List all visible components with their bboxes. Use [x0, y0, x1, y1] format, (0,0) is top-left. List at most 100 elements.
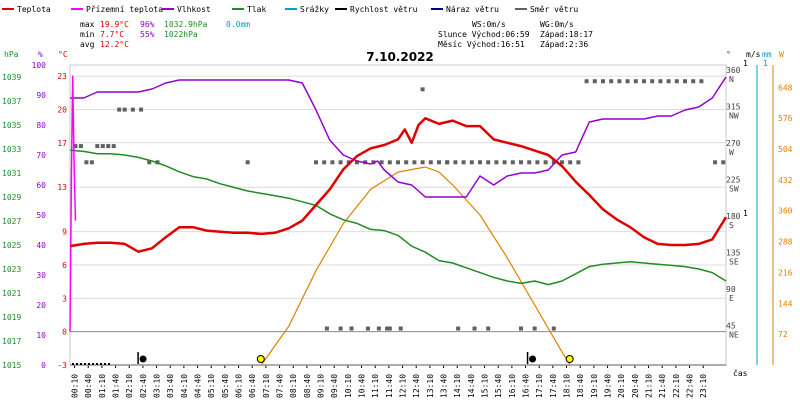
wind-dir-point — [338, 326, 343, 331]
tick-pct-7: 30 — [36, 271, 46, 280]
tick-deg-6: 90 — [726, 285, 736, 294]
xtick-label-17: 08:40 — [303, 374, 312, 398]
stats-block: max 19.9°C 96% 1032.9hPa 0.0mm min 7.7°C… — [80, 20, 593, 49]
tick-wm2-4: 360 — [778, 207, 793, 216]
xtick-label-28: 14:10 — [453, 374, 462, 398]
tick-wm2-8: 72 — [778, 330, 788, 339]
xtick-label-10: 05:10 — [207, 374, 216, 398]
tick-pct-4: 60 — [36, 181, 46, 190]
legend-label-3: Tlak — [247, 5, 266, 14]
stat-sun-set: Západ:18:17 — [540, 30, 593, 39]
wind-dir-point — [633, 79, 638, 84]
chart-title: 7.10.2022 — [366, 50, 434, 64]
tick-compass-0: N — [729, 75, 734, 84]
tick-ms-1: 1 — [743, 209, 748, 218]
xtick-label-6: 03:10 — [153, 374, 162, 398]
xtick-label-37: 18:40 — [576, 374, 585, 398]
xtick-label-18: 09:10 — [317, 374, 326, 398]
unit-ms: m/s — [746, 50, 761, 59]
xtick-label-23: 11:40 — [385, 374, 394, 398]
wind-dir-point — [478, 160, 482, 165]
wind-dir-point — [584, 79, 589, 84]
wind-dir-point — [95, 144, 100, 149]
stat-max-temp: 19.9°C — [100, 20, 129, 29]
wind-dir-point — [106, 144, 111, 149]
gridlines — [70, 75, 726, 366]
wind-dir-point — [666, 79, 671, 84]
unit-mm: mm — [762, 50, 772, 59]
tick-celsius-4: 9 — [62, 228, 67, 237]
tick-hpa-8: 1023 — [2, 265, 21, 274]
legend-label-6: Náraz větru — [446, 5, 499, 14]
tick-celsius-8: -3 — [57, 361, 67, 370]
tick-compass-4: S — [729, 221, 734, 230]
wind-dir-point — [609, 79, 614, 84]
tick-wm2-7: 144 — [778, 299, 793, 308]
unit-wm2: W — [779, 50, 784, 59]
series-line-press — [69, 149, 727, 286]
tick-ms-0: 1 — [743, 59, 748, 68]
wind-dir-point — [385, 326, 390, 331]
tick-mm-0: 1 — [763, 59, 768, 68]
wind-speed-point — [76, 363, 78, 365]
wind-dir-point — [349, 326, 354, 331]
xtick-label-34: 17:10 — [535, 374, 544, 398]
wind-dir-point — [130, 107, 135, 112]
wind-dir-point — [713, 160, 718, 165]
tick-pct-2: 80 — [36, 121, 46, 130]
xtick-label-30: 15:10 — [481, 374, 490, 398]
stat-avg-temp: 12.2°C — [100, 40, 129, 49]
series-line-temp — [69, 117, 728, 253]
wind-dir-point — [519, 326, 523, 331]
wind-dir-point — [437, 160, 441, 165]
wind-dir-point — [691, 79, 696, 84]
tick-pct-0: 100 — [32, 61, 47, 70]
wind-dir-point — [592, 79, 597, 84]
tick-deg-0: 360 — [726, 66, 741, 75]
tick-deg-4: 180 — [726, 212, 741, 221]
xtick-label-4: 02:10 — [125, 374, 134, 398]
tick-hpa-2: 1035 — [2, 121, 21, 130]
xtick-label-16: 08:10 — [289, 374, 298, 398]
xtick-label-35: 17:40 — [549, 374, 558, 398]
wind-dir-point — [100, 144, 105, 149]
xtick-label-38: 19:10 — [590, 374, 599, 398]
wind-dir-point — [527, 160, 532, 165]
wind-dir-point — [398, 326, 403, 331]
legend-label-5: Rychlost větru — [350, 5, 418, 14]
wind-dir-point — [494, 160, 499, 165]
wind-dir-point — [543, 160, 548, 165]
tick-pct-3: 70 — [36, 151, 46, 160]
tick-wm2-5: 288 — [778, 238, 793, 247]
xtick-label-44: 22:10 — [672, 374, 681, 398]
unit-pct: % — [38, 50, 43, 59]
tick-celsius-1: 20 — [57, 105, 67, 114]
wind-dir-point — [314, 160, 318, 165]
wind-dir-point — [387, 160, 392, 165]
wind-speed-point — [104, 363, 106, 365]
wind-dir-point — [147, 160, 152, 165]
tick-wm2-0: 648 — [778, 83, 793, 92]
tick-compass-3: SW — [729, 185, 739, 194]
tick-wm2-2: 504 — [778, 145, 793, 154]
wind-dir-point — [376, 326, 381, 331]
plot-area — [69, 64, 727, 366]
wind-speed-point — [92, 363, 94, 365]
tick-hpa-1: 1037 — [2, 97, 21, 106]
tick-pct-9: 10 — [36, 331, 46, 340]
wind-dir-point — [617, 79, 622, 84]
wind-dir-point — [721, 160, 726, 165]
wind-dir-point — [658, 79, 663, 84]
tick-pct-8: 20 — [36, 301, 46, 310]
wind-dir-point — [346, 160, 351, 165]
tick-deg-7: 45 — [726, 322, 736, 331]
tick-wm2-1: 576 — [778, 114, 793, 123]
tick-celsius-0: 23 — [57, 72, 67, 81]
wind-speed-point — [84, 363, 86, 365]
wind-dir-point — [535, 160, 540, 165]
xtick-label-32: 16:10 — [508, 374, 517, 398]
wind-dir-point — [650, 79, 655, 84]
tick-hpa-6: 1027 — [2, 217, 21, 226]
xtick-label-40: 20:10 — [617, 374, 626, 398]
xtick-label-26: 13:10 — [426, 374, 435, 398]
